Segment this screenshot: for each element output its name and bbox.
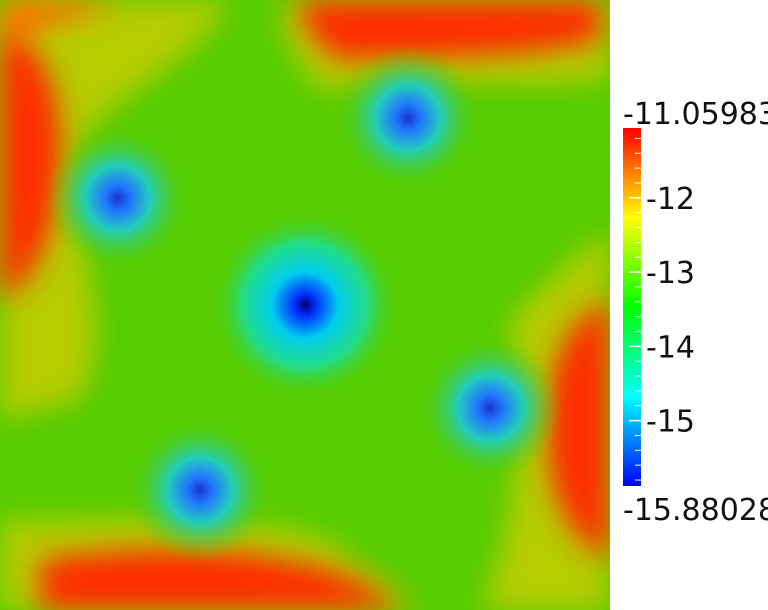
colorbar-tick-labels: -12 -13 -14 -15 bbox=[646, 182, 695, 440]
colorbar-min-label: -15.88028 bbox=[623, 493, 768, 528]
colorbar-major-ticks bbox=[629, 197, 641, 422]
colorbar-gradient bbox=[623, 128, 641, 486]
colorbar-tick-label: -14 bbox=[646, 330, 695, 365]
central-minimum bbox=[210, 210, 400, 400]
colorbar-tick-label: -13 bbox=[646, 256, 695, 291]
edge-maxima bbox=[0, 0, 610, 610]
heatmap-field bbox=[0, 0, 610, 610]
lower-left-minimum bbox=[128, 418, 272, 562]
colorbar-max-label: -11.05983 bbox=[623, 97, 768, 132]
upper-left-minimum bbox=[46, 126, 190, 270]
colorbar-tick-label: -15 bbox=[646, 405, 695, 440]
colorbar: -11.05983 -15.88028 -12 -13 -14 -15 bbox=[623, 97, 768, 528]
right-minimum bbox=[418, 336, 562, 480]
upper-right-minimum bbox=[336, 46, 480, 190]
colorbar-tick-label: -12 bbox=[646, 182, 695, 217]
